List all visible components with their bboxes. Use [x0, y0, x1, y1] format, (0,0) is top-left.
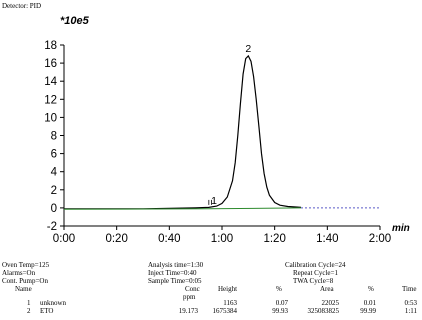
col-header-conc-unit: ppm	[183, 293, 196, 301]
twa-cycle: TWA Cycle=8	[293, 277, 334, 285]
concentration: 19.173	[178, 307, 198, 315]
calibration-cycle: Calibration Cycle=24	[285, 261, 346, 269]
run-info-col3: Calibration Cycle=24 Repeat Cycle=1 TWA …	[285, 261, 346, 285]
sample-time: Sample Time=0:05	[148, 277, 202, 285]
y-tick-label: 6	[51, 149, 57, 161]
y-tick-label: 18	[44, 40, 57, 52]
x-tick-label: 1:40	[316, 233, 338, 245]
x-tick-label: 1:20	[263, 233, 285, 245]
x-tick-label: 1:00	[211, 233, 233, 245]
col-header-time: Time	[402, 285, 417, 293]
chart-series	[63, 54, 380, 210]
inject-time: Inject Time=0:40	[148, 269, 197, 277]
peak-label: 2	[245, 43, 251, 55]
y-tick-label: 10	[44, 112, 57, 124]
peak-area: 325083825	[307, 307, 340, 315]
y-tick-label: 2	[51, 185, 57, 197]
signal-trace	[64, 54, 302, 210]
oven-temp: Oven Temp=125	[2, 261, 50, 269]
x-tick-label: 2:00	[369, 233, 391, 245]
col-header-height: Height	[218, 285, 238, 293]
chart-labels: min 1 2	[211, 43, 410, 234]
peak-area: 22025	[321, 299, 340, 307]
y-tick-label: 12	[44, 94, 57, 106]
col-header-area-pct: %	[368, 285, 374, 293]
alarms-status: Alarms=On	[2, 269, 36, 277]
x-tick-label: 0:20	[105, 233, 127, 245]
col-header-conc: Conc	[185, 285, 200, 293]
y-tick-label: 8	[51, 131, 57, 143]
run-info-col2: Analysis time=1:30 Inject Time=0:40 Samp…	[148, 261, 203, 285]
area-percent: 0.01	[363, 299, 376, 307]
compound-name: ETO	[40, 307, 54, 315]
peak-height: 1163	[223, 299, 237, 307]
row-number: 1	[27, 299, 31, 307]
col-header-name: Name	[15, 285, 32, 293]
row-number: 2	[27, 307, 31, 315]
baseline-trace	[63, 207, 302, 210]
height-percent: 0.07	[275, 299, 288, 307]
retention-time: 0:53	[404, 299, 417, 307]
run-info-col1: Oven Temp=125 Alarms=On Cont. Pump=On	[2, 261, 49, 285]
repeat-cycle: Repeat Cycle=1	[293, 269, 338, 277]
peak-height: 1675384	[212, 307, 238, 315]
y-tick-label: 16	[44, 58, 57, 70]
x-tick-label: 0:40	[158, 233, 180, 245]
analysis-time: Analysis time=1:30	[148, 261, 204, 269]
y-scale-factor: *10e5	[60, 15, 89, 27]
pump-status: Cont. Pump=On	[2, 277, 48, 285]
y-tick-label: 0	[51, 203, 57, 215]
y-tick-label: -2	[47, 221, 57, 233]
height-percent: 99.93	[272, 307, 288, 315]
area-percent: 99.99	[360, 307, 376, 315]
detector-label: Detector: PID	[2, 2, 42, 10]
x-axis-label: min	[392, 223, 410, 234]
col-header-height-pct: %	[276, 285, 282, 293]
col-header-area: Area	[320, 285, 334, 293]
y-tick-label: 14	[44, 76, 57, 88]
retention-time: 1:11	[404, 307, 417, 315]
x-tick-label: 0:00	[53, 233, 75, 245]
compound-name: unknown	[40, 299, 67, 307]
chart-axes	[63, 45, 380, 227]
y-tick-label: 4	[51, 167, 58, 179]
peak-label: 1	[211, 195, 217, 207]
